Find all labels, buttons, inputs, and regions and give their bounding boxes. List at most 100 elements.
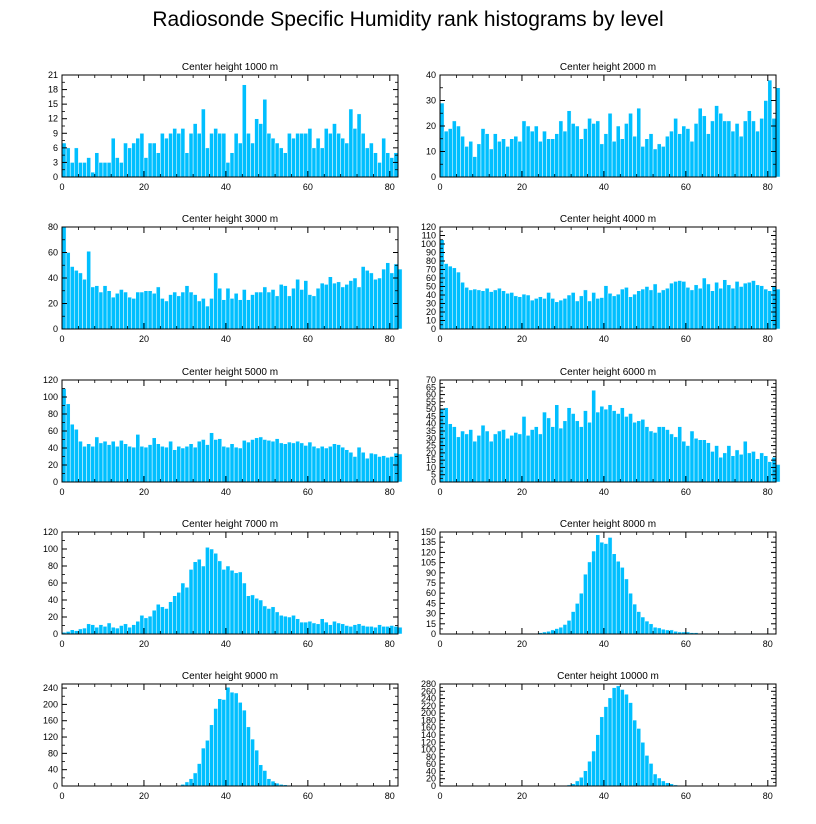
histogram-bar: [460, 430, 465, 483]
histogram-bar: [209, 432, 214, 483]
histogram-bar: [283, 615, 288, 635]
histogram-bar: [115, 627, 120, 635]
y-tick-label: 0: [431, 781, 436, 791]
x-tick-label: 80: [763, 487, 773, 497]
histogram-bar: [242, 440, 247, 483]
histogram-bar: [237, 447, 243, 483]
histogram-bar: [443, 407, 449, 483]
histogram-bar: [669, 433, 674, 483]
panel-title: Center height 3000 m: [182, 214, 278, 225]
y-tick-label: 18: [48, 85, 58, 95]
histogram-bar: [611, 410, 617, 483]
histogram-bar: [574, 300, 580, 330]
histogram-bar: [86, 157, 91, 178]
x-tick-label: 20: [517, 791, 527, 801]
histogram-bar: [246, 299, 251, 330]
histogram-bar: [389, 625, 395, 635]
histogram-bar: [233, 692, 239, 787]
histogram-bar: [738, 454, 744, 483]
y-tick-label: 40: [426, 766, 436, 776]
histogram-bar: [456, 271, 461, 330]
histogram-bar: [570, 611, 576, 635]
histogram-bar: [201, 108, 206, 178]
histogram-bar: [615, 685, 621, 787]
histogram-bar: [632, 135, 637, 178]
histogram-bar: [254, 118, 259, 178]
histogram-bar: [603, 706, 609, 787]
histogram-bar: [340, 623, 345, 635]
histogram-bar: [295, 618, 300, 635]
histogram-bar: [452, 267, 457, 330]
histogram-bar: [352, 456, 358, 483]
histogram-bar: [497, 430, 502, 483]
histogram-bar: [180, 447, 186, 483]
histogram-bar: [319, 282, 325, 330]
histogram-bar: [135, 291, 141, 330]
histogram-bar: [237, 142, 243, 178]
histogram-bar: [270, 137, 276, 178]
histogram-bar: [139, 615, 145, 635]
histogram-bar: [689, 141, 695, 178]
histogram-bar: [624, 123, 629, 178]
histogram-bar: [488, 440, 494, 483]
histogram-bar: [722, 452, 728, 483]
histogram-bar: [393, 626, 399, 635]
histogram-bar: [525, 125, 531, 178]
histogram-bar: [640, 742, 646, 787]
histogram-bar: [447, 265, 453, 330]
histogram-bar: [348, 108, 354, 178]
histogram-bar: [656, 292, 662, 330]
histogram-bar: [274, 295, 280, 330]
histogram-bar: [493, 133, 498, 178]
histogram-bar: [389, 157, 395, 178]
histogram-bar: [119, 289, 124, 330]
histogram-bar: [119, 440, 124, 483]
histogram-bar: [648, 623, 654, 635]
histogram-bar: [542, 298, 547, 330]
histogram-bar: [377, 624, 382, 635]
histogram-bar: [192, 561, 198, 635]
histogram-bar: [127, 147, 132, 178]
histogram-bar: [718, 456, 723, 483]
histogram-bar: [192, 123, 198, 178]
histogram-bar: [196, 558, 202, 635]
histogram-bar: [460, 282, 465, 330]
histogram-bar: [546, 138, 551, 178]
histogram-bar: [583, 770, 588, 787]
histogram-bar: [648, 133, 654, 178]
histogram-bar: [266, 608, 272, 635]
histogram-panel-9: Center height 9000 m 0 20 40 60 80 0 40 80 120 160…: [43, 671, 399, 801]
histogram-bar: [356, 286, 362, 330]
histogram-bar: [274, 142, 280, 178]
x-tick-label: 60: [681, 487, 691, 497]
histogram-bar: [681, 125, 687, 178]
histogram-bar: [246, 726, 251, 787]
histogram-bar: [393, 152, 399, 178]
histogram-bar: [196, 133, 202, 178]
x-tick-label: 80: [385, 334, 395, 344]
histogram-bar: [636, 420, 642, 483]
histogram-bar: [217, 698, 223, 787]
panel-title: Center height 7000 m: [182, 519, 278, 530]
histogram-bar: [348, 452, 354, 483]
histogram-bar: [106, 290, 112, 330]
histogram-bar: [336, 622, 341, 635]
histogram-bar: [497, 141, 502, 178]
histogram-bar: [65, 252, 71, 330]
histogram-bar: [439, 102, 445, 178]
histogram-bar: [513, 295, 519, 330]
histogram-bar: [763, 288, 769, 330]
histogram-bar: [599, 541, 605, 635]
histogram-bar: [262, 439, 268, 483]
histogram-bar: [237, 299, 243, 330]
histogram-bar: [319, 147, 325, 178]
histogram-bar: [587, 422, 592, 483]
histogram-bar: [570, 292, 576, 330]
histogram-bar: [303, 280, 309, 330]
histogram-bar: [332, 282, 337, 330]
histogram-bar: [767, 461, 773, 483]
histogram-panel-4: Center height 4000 m0 20 40 60 8001020304050…: [421, 214, 781, 344]
histogram-bar: [287, 616, 292, 635]
y-tick-label: 80: [48, 222, 58, 232]
histogram-bar: [591, 292, 596, 330]
